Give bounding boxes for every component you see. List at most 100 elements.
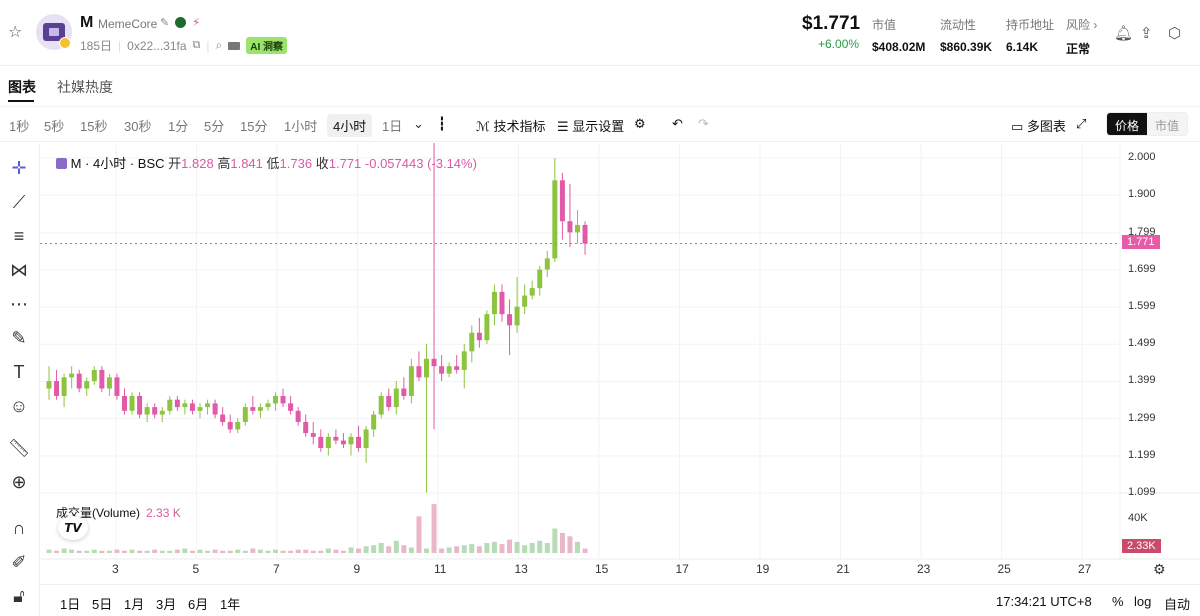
stat-risk[interactable]: 风险 › 正常 <box>1066 18 1098 56</box>
verified-icon <box>175 17 187 28</box>
unlock-icon[interactable]: 🔓︎ <box>13 585 25 606</box>
edit-icon[interactable]: ✎ <box>160 17 170 29</box>
zoom-in-icon[interactable]: ⊕ <box>11 471 27 492</box>
crosshair-icon[interactable]: ✛ <box>11 157 27 178</box>
range-1y[interactable]: 1年 <box>220 597 241 612</box>
legend-high: 1.841 <box>230 156 263 171</box>
indicators-button[interactable]: ℳ 技术指标 <box>476 119 546 134</box>
tab-social[interactable]: 社媒热度 <box>57 79 113 95</box>
volume-bar <box>295 549 301 553</box>
search-icon[interactable]: ⌕ <box>215 38 223 52</box>
current-volume-tag: 2.33K <box>1122 539 1161 553</box>
range-5d[interactable]: 5日 <box>92 597 113 612</box>
toggle-price[interactable]: 价格 <box>1107 113 1148 135</box>
timeframe-5m[interactable]: 5分 <box>204 119 225 134</box>
emoji-icon[interactable]: ☺ <box>9 395 29 416</box>
chain-badge-icon <box>59 37 71 49</box>
candle <box>431 139 437 430</box>
candle <box>371 410 377 437</box>
timeframe-1m[interactable]: 1分 <box>168 119 189 134</box>
timeframe-30s[interactable]: 30秒 <box>124 119 152 134</box>
range-6m[interactable]: 6月 <box>188 597 209 612</box>
volume-bar <box>273 549 278 553</box>
undo-icon[interactable]: ↶ <box>672 116 683 131</box>
volume-bar <box>54 550 60 553</box>
timeframe-1h[interactable]: 1小时 <box>284 119 318 134</box>
share-icon[interactable]: ⇪ <box>1140 25 1153 42</box>
candle <box>575 210 580 244</box>
legend-change: -0.057443 (-3.14%) <box>364 156 477 171</box>
gear-icon[interactable]: ⚙ <box>634 116 646 131</box>
range-1m[interactable]: 1月 <box>124 597 145 612</box>
candle <box>484 310 490 344</box>
volume-bar <box>469 544 475 553</box>
volume-bar <box>499 544 505 553</box>
lock-edit-icon[interactable]: ✐ <box>11 551 27 572</box>
volume-bar <box>491 541 497 553</box>
volume-bar <box>348 547 354 553</box>
redo-icon[interactable]: ↷ <box>698 116 709 131</box>
toggle-mcap[interactable]: 市值 <box>1147 113 1188 135</box>
fib-icon[interactable]: ⋯ <box>10 293 28 314</box>
chart-canvas[interactable] <box>40 139 1200 583</box>
x-tick-label: 27 <box>1078 562 1092 576</box>
volume-bar <box>559 533 565 553</box>
volume-bar <box>386 546 392 553</box>
parallel-lines-icon[interactable]: ≡ <box>13 225 25 246</box>
range-3m[interactable]: 3月 <box>156 597 177 612</box>
text-icon[interactable]: T <box>13 361 25 382</box>
copy-icon[interactable]: ⧉ <box>192 39 201 51</box>
volume-bar <box>575 541 580 553</box>
display-settings-button[interactable]: ☰ 显示设置 <box>557 119 625 134</box>
timeframe-1s[interactable]: 1秒 <box>9 119 30 134</box>
multi-chart-button[interactable]: ▭ 多图表 <box>1011 119 1066 134</box>
candle <box>280 388 286 408</box>
pattern-icon[interactable]: ⋈ <box>10 259 28 280</box>
range-1d[interactable]: 1日 <box>60 597 81 612</box>
ai-insight-badge[interactable]: AI 洞察 <box>246 37 288 54</box>
candle-type-icon[interactable]: ┇ <box>438 116 446 131</box>
bell-plus-icon[interactable]: 🔔︎ <box>1114 25 1134 42</box>
candle <box>416 351 422 382</box>
card-icon[interactable] <box>228 41 241 50</box>
magnet-icon[interactable]: ∩ <box>12 517 26 538</box>
volume-bar <box>265 550 271 553</box>
volume-bar <box>340 550 346 553</box>
volume-bar <box>99 550 105 553</box>
x-tick-label: 7 <box>273 562 280 576</box>
candle <box>446 362 452 378</box>
trendline-icon[interactable]: ⟋ <box>12 191 26 212</box>
timeframe-15s[interactable]: 15秒 <box>80 119 108 134</box>
brush-icon[interactable]: ✎ <box>11 327 27 348</box>
ruler-icon[interactable]: 📏︎ <box>7 437 31 458</box>
timeframe-4h[interactable]: 4小时 <box>327 114 373 137</box>
price-chart[interactable] <box>40 139 1200 583</box>
candle <box>122 388 127 415</box>
candle <box>61 373 67 408</box>
star-icon[interactable]: ☆ <box>8 24 23 41</box>
volume-bar <box>393 540 399 553</box>
timeframe-5s[interactable]: 5秒 <box>44 119 65 134</box>
volume-bar <box>189 550 195 553</box>
log-toggle[interactable]: log <box>1134 594 1152 609</box>
percent-toggle[interactable]: % <box>1112 594 1124 609</box>
timeframe-1d[interactable]: 1日 <box>382 119 403 134</box>
auto-toggle[interactable]: 自动 <box>1164 597 1191 612</box>
candle <box>348 433 354 456</box>
x-tick-label: 13 <box>514 562 528 576</box>
chart-settings-icon[interactable]: ⚙ <box>1153 561 1166 577</box>
volume-bar <box>544 543 550 553</box>
tab-chart[interactable]: 图表 <box>8 79 36 95</box>
chevron-down-icon[interactable]: ⌄ <box>413 116 424 131</box>
chart-legend: M · 4小时 · BSC 开1.828 高1.841 低1.736 收1.77… <box>56 153 477 172</box>
candle <box>227 414 233 434</box>
fullscreen-icon[interactable]: ⤢ <box>1076 116 1087 131</box>
volume-bar <box>167 550 173 553</box>
volume-bar <box>401 545 407 553</box>
candle <box>288 395 294 415</box>
timeframe-15m[interactable]: 15分 <box>240 119 268 134</box>
settings-icon[interactable]: ⬡ <box>1168 25 1182 42</box>
candle <box>469 325 475 363</box>
token-name: MemeCore <box>98 17 158 31</box>
candle <box>250 395 256 415</box>
